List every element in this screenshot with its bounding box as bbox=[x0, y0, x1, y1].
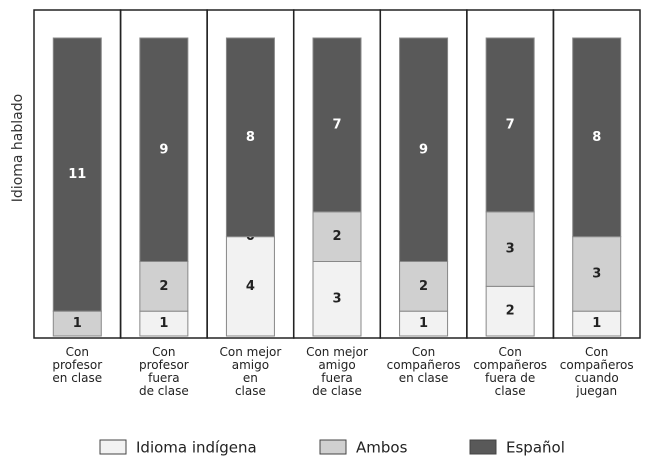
data-label: 2 bbox=[419, 279, 428, 294]
panel bbox=[552, 9, 641, 339]
data-label: 7 bbox=[506, 117, 515, 132]
bar-segment bbox=[485, 211, 535, 287]
bar-segment bbox=[139, 37, 189, 262]
bar-segment bbox=[399, 261, 449, 312]
legend-label: Español bbox=[506, 439, 565, 457]
data-label: 9 bbox=[159, 142, 168, 157]
data-label: 1 bbox=[73, 316, 82, 331]
bar-segment bbox=[139, 261, 189, 312]
legend-swatch bbox=[469, 439, 497, 455]
bar-segment bbox=[572, 310, 622, 337]
x-tick-label: Con compañeros cuando juegan bbox=[559, 345, 634, 398]
bar-segment bbox=[139, 310, 189, 337]
legend-label: Ambos bbox=[356, 439, 408, 457]
bar-segment bbox=[485, 37, 535, 213]
data-label: 11 bbox=[68, 167, 86, 182]
x-tick-label: Con mejor amigo fuera de clase bbox=[306, 345, 368, 398]
bar-segment bbox=[312, 37, 362, 213]
data-label: 8 bbox=[592, 130, 601, 145]
data-label: 4 bbox=[246, 279, 255, 294]
data-label: 8 bbox=[246, 130, 255, 145]
bar-segment bbox=[399, 310, 449, 337]
bar-segment bbox=[225, 236, 275, 337]
bar-segment bbox=[225, 37, 275, 238]
bar-segment bbox=[485, 285, 535, 337]
data-label: 1 bbox=[419, 316, 428, 331]
legend-swatch bbox=[319, 439, 347, 455]
bar-segment bbox=[52, 37, 102, 312]
data-label: 1 bbox=[159, 316, 168, 331]
bar-segment bbox=[572, 37, 622, 238]
data-label: 2 bbox=[506, 304, 515, 319]
legend-swatch bbox=[99, 439, 127, 455]
data-label: 9 bbox=[419, 142, 428, 157]
data-label: 2 bbox=[332, 229, 341, 244]
data-label: 3 bbox=[592, 266, 601, 281]
bar-segment bbox=[399, 37, 449, 262]
x-tick-label: Con profesor fuera de clase bbox=[138, 345, 189, 398]
x-tick-label: Con profesor en clase bbox=[52, 345, 103, 385]
x-tick-label: Con compañeros en clase bbox=[386, 345, 461, 385]
x-tick-label: Con mejor amigo en clase bbox=[219, 345, 282, 398]
legend-label: Idioma indígena bbox=[136, 439, 257, 457]
data-label: 3 bbox=[506, 242, 515, 257]
bar-segment bbox=[312, 211, 362, 262]
x-tick-label: Con compañeros fuera de clase bbox=[473, 345, 548, 398]
bar-segment bbox=[572, 236, 622, 312]
data-label: 3 bbox=[332, 291, 341, 306]
data-label: 7 bbox=[332, 117, 341, 132]
y-axis-label: Idioma hablado bbox=[10, 94, 26, 202]
data-label: 1 bbox=[592, 316, 601, 331]
data-label: 2 bbox=[159, 279, 168, 294]
bar-segment bbox=[52, 310, 102, 337]
